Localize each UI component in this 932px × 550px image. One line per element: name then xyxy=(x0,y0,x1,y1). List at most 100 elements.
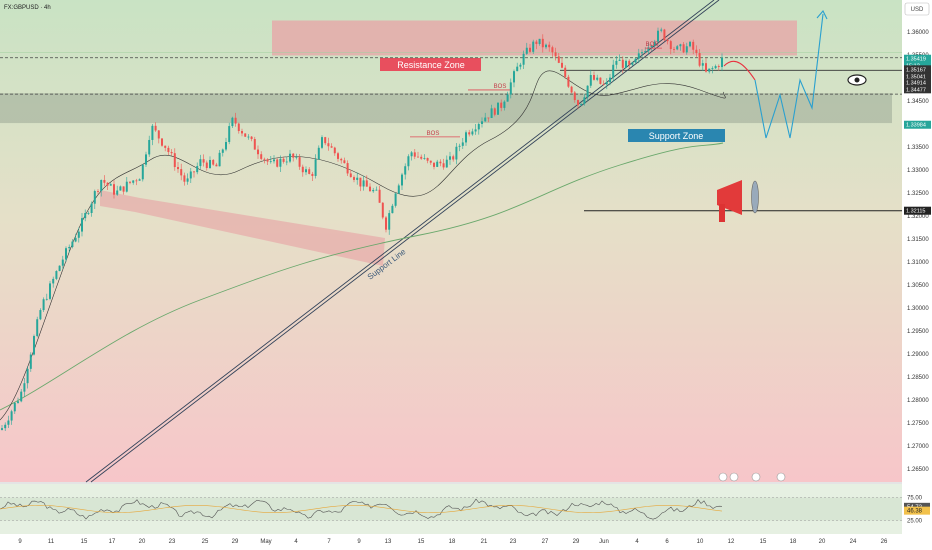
candle-body xyxy=(317,147,320,160)
candle-body xyxy=(189,171,192,179)
main-pane[interactable] xyxy=(0,0,902,482)
candle-body xyxy=(705,63,707,72)
candle-body xyxy=(199,159,202,167)
candle-body xyxy=(276,159,279,167)
candle-body xyxy=(625,60,627,68)
price-tag-label: 1.35167 xyxy=(906,67,926,73)
candle-body xyxy=(561,62,563,68)
candle-body xyxy=(522,53,525,65)
eye-icon xyxy=(854,77,860,83)
candle-body xyxy=(685,46,688,53)
currency-badge: USD xyxy=(911,7,924,13)
x-tick-label: Jun xyxy=(599,539,609,545)
candle-body xyxy=(173,153,176,168)
candle-body xyxy=(161,138,163,146)
candle-body xyxy=(708,68,711,72)
candle-body xyxy=(119,186,122,191)
candle-body xyxy=(29,354,32,369)
candle-body xyxy=(113,184,115,195)
candle-body xyxy=(311,173,314,176)
candle-body xyxy=(36,319,39,337)
candle-body xyxy=(33,336,35,355)
candle-body xyxy=(618,59,621,61)
candle-body xyxy=(589,75,592,86)
candle-body xyxy=(538,38,541,44)
candle-body xyxy=(218,152,221,167)
candle-body xyxy=(545,44,547,48)
candle-body xyxy=(487,117,490,119)
candle-body xyxy=(410,152,413,157)
candle-body xyxy=(513,71,515,83)
x-tick-label: 15 xyxy=(418,539,425,545)
candle-body xyxy=(58,265,61,272)
candle-body xyxy=(455,146,458,160)
candle-body xyxy=(241,131,243,134)
candle-body xyxy=(481,121,483,124)
candle-body xyxy=(263,158,266,160)
rsi-value-tag xyxy=(904,493,930,502)
candle-body xyxy=(125,181,128,192)
y-tick-label: 1.32500 xyxy=(907,191,929,197)
x-tick-label: 10 xyxy=(697,539,704,545)
candle-body xyxy=(647,47,650,52)
candle-body xyxy=(570,86,573,93)
candle-body xyxy=(4,424,7,429)
candle-body xyxy=(295,157,298,158)
candle-body xyxy=(420,156,423,159)
x-tick-label: 9 xyxy=(18,539,22,545)
candle-body xyxy=(106,182,109,186)
candle-body xyxy=(653,41,656,46)
candle-body xyxy=(599,77,602,84)
candle-body xyxy=(516,66,519,72)
y-tick-label: 1.27500 xyxy=(907,421,929,427)
candle-body xyxy=(535,41,538,44)
candle-body xyxy=(228,126,231,142)
candle-body xyxy=(39,310,42,320)
candle-body xyxy=(500,102,503,108)
x-tick-label: 15 xyxy=(760,539,767,545)
y-tick-label: 1.31500 xyxy=(907,237,929,243)
candle-body xyxy=(321,137,323,148)
candle-body xyxy=(279,158,282,167)
rsi-value-tag xyxy=(904,506,930,515)
candle-body xyxy=(333,147,336,154)
candle-body xyxy=(180,169,183,176)
candle-body xyxy=(225,141,227,150)
x-tick-label: 4 xyxy=(635,539,639,545)
candle-body xyxy=(711,68,714,69)
candle-body xyxy=(330,146,333,148)
candle-body xyxy=(417,156,419,158)
candle-body xyxy=(573,92,576,101)
price-tag xyxy=(904,72,931,81)
time-axis[interactable] xyxy=(0,534,902,550)
candle-body xyxy=(577,100,579,106)
candle-body xyxy=(375,189,378,191)
candle-body xyxy=(365,180,368,187)
candle-body xyxy=(509,82,512,95)
rsi-value-tag xyxy=(904,516,930,525)
candle-body xyxy=(340,158,343,161)
candle-body xyxy=(253,139,256,150)
rsi-value-label: 75.00 xyxy=(907,496,923,502)
candle-body xyxy=(497,102,499,115)
event-icon xyxy=(729,472,739,482)
candle-body xyxy=(71,241,74,247)
candle-body xyxy=(52,278,55,284)
candle-body xyxy=(151,125,154,140)
candle-body xyxy=(586,85,589,98)
candle-body xyxy=(164,145,167,148)
candle-body xyxy=(13,402,16,412)
candle-body xyxy=(378,189,381,203)
x-tick-label: 12 xyxy=(728,539,735,545)
x-tick-label: 29 xyxy=(573,539,580,545)
candle-body xyxy=(449,156,451,160)
candle-body xyxy=(247,136,250,138)
candle-body xyxy=(615,60,618,65)
candle-body xyxy=(215,164,218,167)
candle-body xyxy=(68,246,71,249)
bos-label: BOS xyxy=(646,42,659,48)
candle-body xyxy=(327,143,330,147)
candle-body xyxy=(429,160,432,163)
candle-body xyxy=(714,66,717,69)
